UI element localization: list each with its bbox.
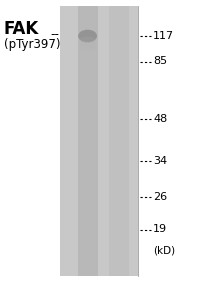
Text: FAK: FAK xyxy=(4,20,39,38)
Text: 85: 85 xyxy=(153,56,167,67)
Text: 26: 26 xyxy=(153,191,167,202)
Bar xyxy=(109,6,129,276)
Ellipse shape xyxy=(78,30,97,42)
Text: 34: 34 xyxy=(153,155,167,166)
Text: 48: 48 xyxy=(153,113,168,124)
Text: (pTyr397): (pTyr397) xyxy=(4,38,60,51)
Text: (kD): (kD) xyxy=(153,245,175,256)
Ellipse shape xyxy=(79,37,96,43)
Bar xyxy=(60,6,138,276)
Text: 117: 117 xyxy=(153,31,174,41)
Bar xyxy=(78,6,98,276)
Text: --: -- xyxy=(51,28,60,41)
Ellipse shape xyxy=(79,40,96,47)
Ellipse shape xyxy=(79,44,96,51)
Text: 19: 19 xyxy=(153,224,167,235)
